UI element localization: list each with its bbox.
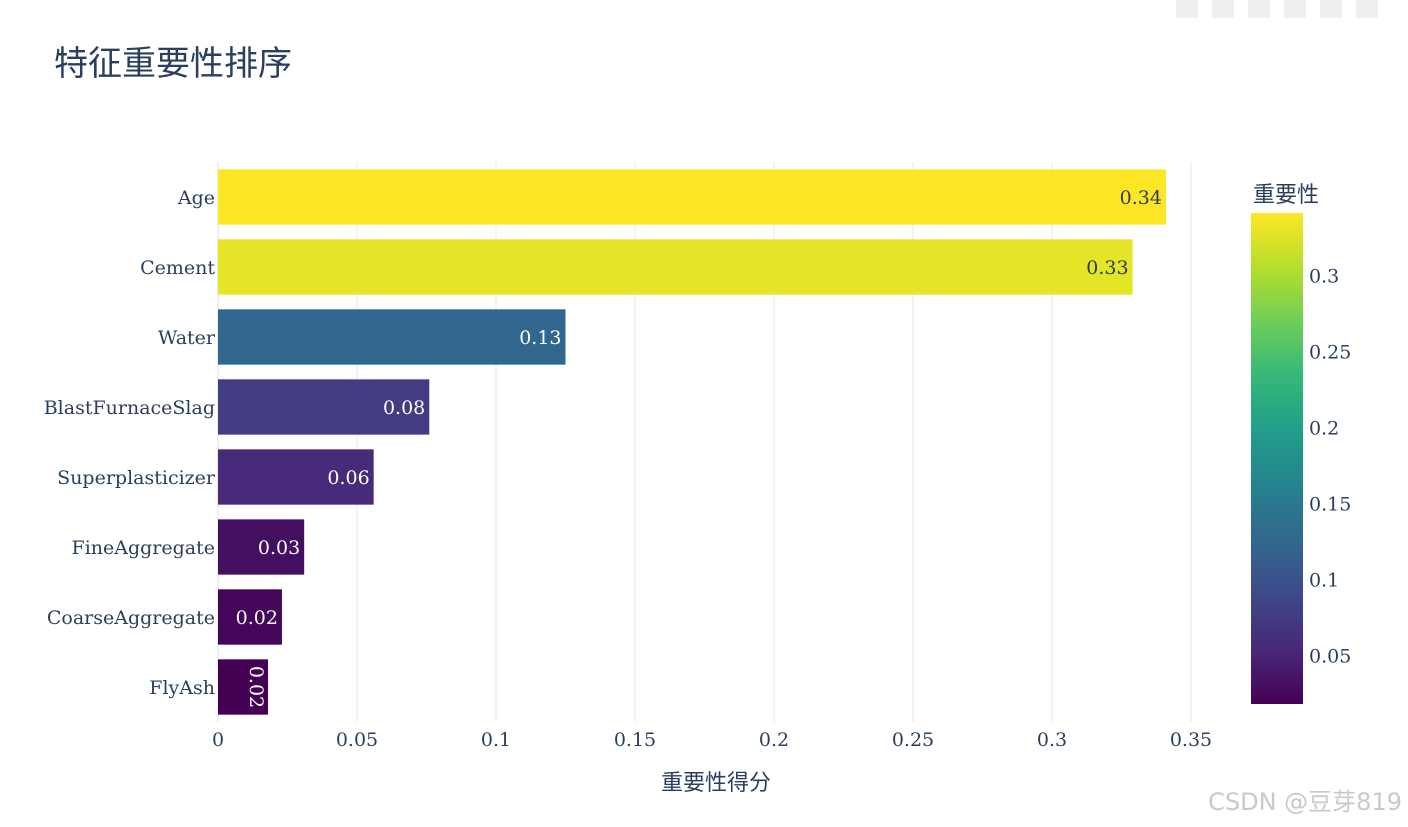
- y-tick-label: CoarseAggregate: [47, 607, 215, 629]
- data-label: 0.06: [327, 467, 369, 489]
- y-tick-label: FineAggregate: [72, 537, 215, 559]
- data-label: 0.33: [1086, 257, 1128, 279]
- data-label: 0.02: [245, 666, 267, 708]
- data-label: 0.03: [258, 537, 300, 559]
- bar-Cement[interactable]: [218, 239, 1133, 295]
- plotly-logo-icon[interactable]: [1356, 0, 1378, 18]
- zoom-icon[interactable]: [1212, 0, 1234, 18]
- x-tick-label: 0.25: [892, 729, 934, 751]
- watermark: CSDN @豆芽819: [1208, 788, 1402, 816]
- x-axis-title: 重要性得分: [661, 771, 771, 796]
- y-tick-label: FlyAsh: [149, 677, 215, 699]
- y-tick-label: BlastFurnaceSlag: [44, 397, 215, 419]
- colorbar-tick-label: 0.15: [1309, 493, 1351, 515]
- data-label: 0.34: [1120, 187, 1162, 209]
- autoscale-icon[interactable]: [1284, 0, 1306, 18]
- x-tick-label: 0.3: [1037, 729, 1067, 751]
- bar-Age[interactable]: [218, 169, 1166, 225]
- modebar: [1176, 0, 1378, 18]
- bar-Superplasticizer[interactable]: [218, 449, 374, 505]
- reset-axes-icon[interactable]: [1320, 0, 1342, 18]
- colorbar: 重要性 0.05 0.1 0.15 0.2 0.25 0.3: [1251, 183, 1351, 704]
- pan-icon[interactable]: [1248, 0, 1270, 18]
- y-tick-label: Water: [158, 327, 216, 349]
- bar-Water[interactable]: [218, 309, 566, 365]
- x-axis-ticks: 0 0.05 0.1 0.15 0.2 0.25 0.3 0.35: [212, 729, 1212, 751]
- x-tick-label: 0.35: [1170, 729, 1212, 751]
- colorbar-tick-label: 0.3: [1309, 265, 1339, 287]
- x-tick-label: 0.1: [481, 729, 511, 751]
- y-tick-label: Superplasticizer: [57, 467, 216, 489]
- chart-title: 特征重要性排序: [54, 44, 292, 84]
- x-tick-label: 0.2: [759, 729, 789, 751]
- colorbar-title: 重要性: [1253, 183, 1319, 208]
- bar-FineAggregate[interactable]: [218, 519, 305, 575]
- colorbar-gradient: [1251, 213, 1303, 704]
- bar-BlastFurnaceSlag[interactable]: [218, 379, 430, 435]
- data-label: 0.02: [236, 607, 278, 629]
- bars: 0.34 0.33 0.13 0.08 0.06 0.03 0.02 0.02: [218, 169, 1166, 715]
- colorbar-tick-label: 0.2: [1309, 417, 1339, 439]
- y-axis-labels: Age Cement Water BlastFurnaceSlag Superplast…: [44, 187, 216, 699]
- data-label: 0.13: [519, 327, 561, 349]
- colorbar-tick-label: 0.05: [1309, 645, 1351, 667]
- bar-FlyAsh[interactable]: [218, 659, 269, 715]
- bar-CoarseAggregate[interactable]: [218, 589, 282, 645]
- x-tick-label: 0.05: [336, 729, 378, 751]
- x-tick-label: 0: [212, 729, 224, 751]
- y-tick-label: Cement: [140, 257, 215, 279]
- x-tick-label: 0.15: [614, 729, 656, 751]
- colorbar-tick-label: 0.1: [1309, 569, 1339, 591]
- y-tick-label: Age: [177, 187, 215, 209]
- data-label: 0.08: [383, 397, 425, 419]
- colorbar-tick-label: 0.25: [1309, 341, 1351, 363]
- camera-icon[interactable]: [1176, 0, 1198, 18]
